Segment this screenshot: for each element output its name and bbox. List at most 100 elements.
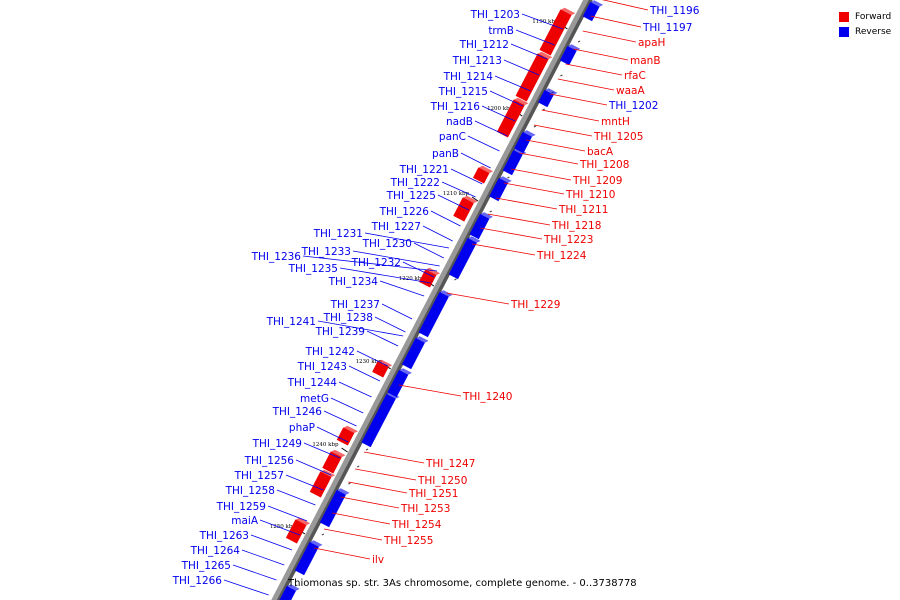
reverse-gene-block-cap	[399, 368, 412, 375]
forward-gene-label: THI_1196	[649, 5, 700, 17]
forward-leader-line	[398, 384, 462, 397]
forward-leader-line	[363, 451, 425, 464]
forward-gene-label: THI_1197	[642, 22, 692, 34]
reverse-leader-line	[450, 168, 483, 185]
reverse-leader-line	[338, 381, 372, 398]
reverse-leader-line	[348, 365, 381, 382]
forward-gene-label: THI_1218	[551, 220, 601, 232]
reverse-leader-line	[316, 426, 349, 443]
reverse-leader-line	[441, 181, 476, 198]
reverse-gene-label: THI_1203	[470, 9, 520, 21]
forward-leader-line	[340, 496, 400, 509]
reverse-gene-label: panB	[432, 148, 459, 160]
reverse-leader-line	[339, 267, 431, 284]
forward-swatch	[839, 11, 849, 22]
forward-leader-line	[510, 168, 572, 181]
reverse-gene-block-cap	[544, 88, 558, 95]
forward-gene-label: THI_1223	[543, 234, 593, 246]
reverse-gene-label: metG	[300, 393, 329, 405]
reverse-leader-line	[494, 75, 531, 92]
reverse-gene-block-cap	[467, 236, 481, 243]
forward-leader-line	[480, 227, 543, 240]
reverse-gene-label: nadB	[446, 116, 473, 128]
reverse-leader-line	[521, 13, 563, 30]
reverse-gene-label: THI_1226	[379, 206, 430, 218]
reverse-gene-block-cap	[498, 176, 512, 183]
reverse-gene-label: THI_1238	[323, 312, 373, 324]
forward-leader-line	[526, 139, 586, 152]
forward-leader-line	[565, 63, 623, 76]
minor-dash	[454, 278, 457, 281]
forward-gene-label: manB	[630, 55, 661, 67]
forward-gene-label: THI_1240	[462, 391, 512, 403]
reverse-leader-line	[223, 579, 269, 596]
reverse-gene-label: THI_1222	[390, 177, 440, 189]
reverse-gene-block-cap	[522, 130, 536, 137]
forward-leader-line	[471, 243, 536, 256]
reverse-gene-label: THI_1221	[399, 164, 449, 176]
minor-dash	[507, 176, 510, 179]
reverse-gene-label: THI_1235	[288, 263, 338, 275]
reverse-leader-line	[402, 261, 435, 278]
reverse-leader-line	[460, 152, 491, 169]
forward-leader-line	[446, 292, 510, 305]
reverse-gene-label: trmB	[488, 25, 514, 37]
reverse-gene-label: THI_1230	[362, 238, 412, 250]
reverse-leader-line	[259, 519, 301, 536]
forward-gene-label: THI_1229	[510, 299, 560, 311]
reverse-gene-block-cap	[286, 584, 300, 591]
forward-leader-line	[355, 468, 417, 481]
reverse-leader-line	[481, 105, 516, 122]
legend-item-forward: Forward	[839, 9, 891, 24]
legend-label-forward: Forward	[855, 11, 892, 22]
reverse-leader-line	[379, 280, 425, 297]
genome-caption: Thiomonas sp. str. 3As chromosome, compl…	[288, 578, 637, 589]
forward-gene-block-cap	[560, 7, 576, 16]
forward-gene-block-cap	[295, 517, 311, 526]
forward-gene-label: rfaC	[624, 70, 646, 82]
reverse-gene-label: THI_1246	[272, 406, 323, 418]
forward-gene-block	[539, 9, 572, 56]
forward-gene-label: mntH	[601, 116, 630, 128]
forward-leader-line	[313, 547, 371, 560]
genome-axis	[271, 0, 589, 600]
forward-gene-label: ilv	[372, 554, 384, 566]
reverse-leader-line	[364, 232, 450, 249]
reverse-leader-line	[503, 59, 540, 76]
kbp-tick-label: 1220 kbp	[399, 276, 426, 282]
reverse-gene-label: THI_1236	[251, 251, 302, 263]
forward-leader-line	[348, 481, 408, 494]
reverse-gene-label: panC	[439, 131, 466, 143]
minor-dash	[321, 533, 325, 536]
minor-dash	[542, 108, 545, 111]
reverse-leader-line	[267, 505, 308, 522]
reverse-gene-label: THI_1242	[305, 346, 355, 358]
reverse-leader-line	[352, 250, 440, 267]
minor-dash	[577, 40, 581, 43]
forward-gene-block-cap	[462, 195, 478, 204]
reverse-gene-label: THI_1234	[328, 276, 379, 288]
forward-gene-block	[453, 197, 474, 222]
reverse-gene-label: THI_1259	[216, 501, 266, 513]
reverse-gene-label: THI_1213	[452, 55, 502, 67]
reverse-leader-line	[467, 135, 500, 152]
reverse-gene-block-cap	[480, 212, 494, 219]
kbp-tick-label: 1230 kbp	[356, 359, 383, 365]
reverse-gene-block-cap	[439, 290, 453, 297]
legend: Forward Reverse	[839, 9, 891, 39]
reverse-leader-line	[317, 320, 404, 337]
reverse-leader-line	[330, 397, 364, 414]
reverse-gene-label: THI_1225	[386, 190, 436, 202]
forward-gene-label: THI_1210	[565, 189, 615, 201]
minor-dash	[560, 74, 563, 77]
reverse-leader-line	[276, 489, 316, 506]
reverse-leader-line	[241, 549, 285, 566]
forward-leader-line	[573, 48, 629, 61]
forward-leader-line	[323, 528, 383, 541]
reverse-gene-block-cap	[567, 44, 581, 51]
forward-gene-label: THI_1253	[400, 503, 450, 515]
reverse-leader-line	[510, 43, 548, 60]
kbp-tick	[471, 196, 479, 202]
forward-gene-label: THI_1251	[408, 488, 458, 500]
reverse-leader-line	[302, 255, 438, 272]
